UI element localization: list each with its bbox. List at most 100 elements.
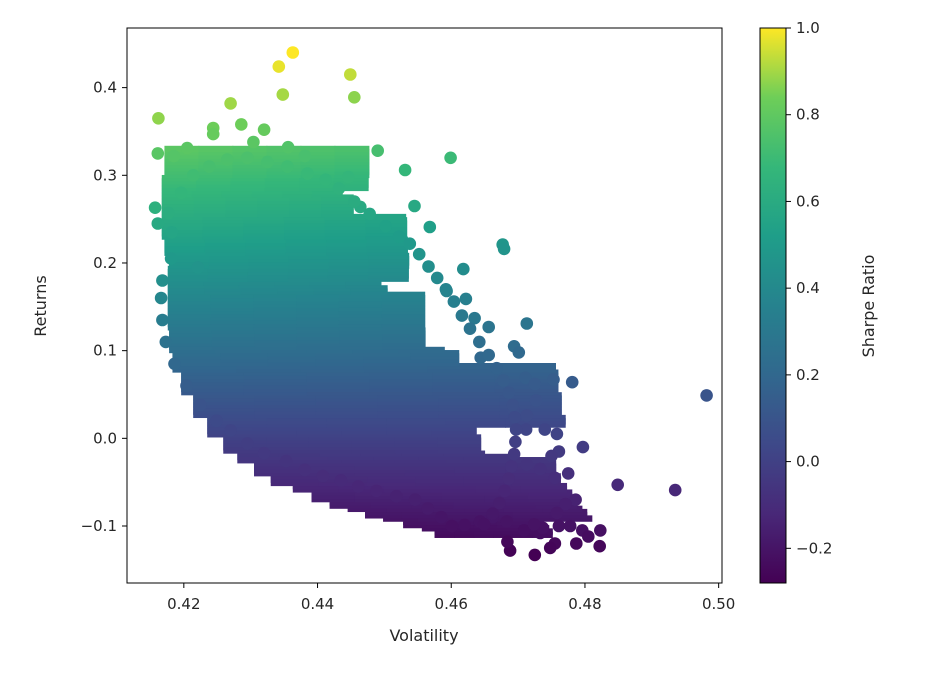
cloud-cell [243,223,285,231]
cloud-cell [243,233,285,240]
cloud-cell [193,405,256,412]
cloud-cell [300,171,336,179]
cloud-cell [437,440,482,448]
scatter-point [151,147,165,160]
cloud-cell [520,482,568,490]
cloud-cell [210,320,255,328]
scatter-point [191,261,205,274]
scatter-point [241,437,254,450]
scatter-point [668,483,682,497]
cloud-cell [253,294,297,302]
cloud-cell [493,528,514,535]
scatter-point [611,478,624,492]
cloud-cell [369,379,433,386]
cloud-cell [240,288,279,295]
cloud-cell [193,197,227,205]
cloud-cell [264,178,300,185]
x-axis-label: Volatility [389,626,458,645]
scatter-point [520,458,534,471]
cloud-cell [164,168,200,175]
cloud-cell [285,239,328,247]
cloud-cell [334,149,370,156]
cloud-cell [254,466,306,474]
cloud-cell [253,311,297,318]
cloud-cell [437,444,482,451]
cloud-cell [225,210,259,218]
cloud-cell [296,337,341,344]
cloud-cell [347,505,388,513]
cloud-cell [164,149,200,156]
cloud-cell [410,353,460,360]
cloud-cell [464,525,486,532]
cloud-cell [381,298,426,305]
cloud-cell [382,343,426,350]
cloud-cell [210,304,255,312]
cloud-cell [167,304,212,312]
scatter-point [412,247,426,261]
scatter-point [390,489,403,503]
cloud-cell [254,398,317,406]
cloud-cell [339,340,383,347]
cloud-cell [207,414,268,422]
cloud-cell [315,401,378,409]
cloud-cell [338,298,383,305]
cloud-cell [211,337,256,344]
scatter-point [398,163,412,177]
cloud-cell [245,246,287,253]
cloud-cell [254,333,298,341]
cloud-cell [196,181,232,188]
cloud-cell [210,314,255,321]
cloud-cell [403,518,428,526]
cloud-cell [309,281,346,289]
cloud-cell [367,479,417,487]
cloud-cell [284,233,326,240]
scatter-point [316,469,330,483]
cloud-cell [453,502,496,509]
cloud-cell [324,220,367,227]
cloud-cell [210,311,255,318]
cloud-cell [415,476,465,483]
scatter-point [423,220,437,234]
cloud-cell [243,379,308,386]
cloud-cell [230,174,266,182]
scatter-point [281,160,294,173]
colorbar-tick-label: 0.8 [796,106,820,124]
scatter-point [545,449,558,463]
cloud-cell [401,450,444,457]
colorbar-tick-label: 0.6 [796,192,820,210]
cloud-cell [245,249,287,256]
cloud-cell [264,184,300,192]
y-tick-label: 0.4 [93,79,117,97]
scatter-point [547,373,560,386]
scatter-point [334,474,348,487]
cloud-cell [382,333,426,341]
cloud-cell [223,447,267,454]
cloud-cell [382,337,426,344]
cloud-cell [381,317,426,325]
cloud-cell [431,427,477,435]
scatter-point [180,379,193,393]
cloud-cell [475,486,522,493]
cloud-cell [366,243,408,250]
cloud-cell [363,356,412,363]
scatter-point [486,507,500,520]
cloud-cell [426,521,451,529]
cloud-cell [198,152,234,159]
scatter-point [152,112,165,125]
cloud-cell [334,152,370,159]
cloud-cell [505,466,557,474]
cloud-cell [254,392,317,399]
cloud-cell [350,285,388,292]
scatter-point [154,291,168,305]
cloud-cell [394,434,439,441]
cloud-cell [221,187,253,195]
y-tick-label: 0.3 [93,166,117,184]
cloud-cell [289,210,322,218]
cloud-cell [363,353,412,360]
scatter-point [594,524,607,537]
cloud-cell [441,489,486,496]
cloud-cell [202,223,245,231]
cloud-cell [253,307,297,315]
cloud-cell [338,320,383,328]
cloud-cell [350,288,388,295]
